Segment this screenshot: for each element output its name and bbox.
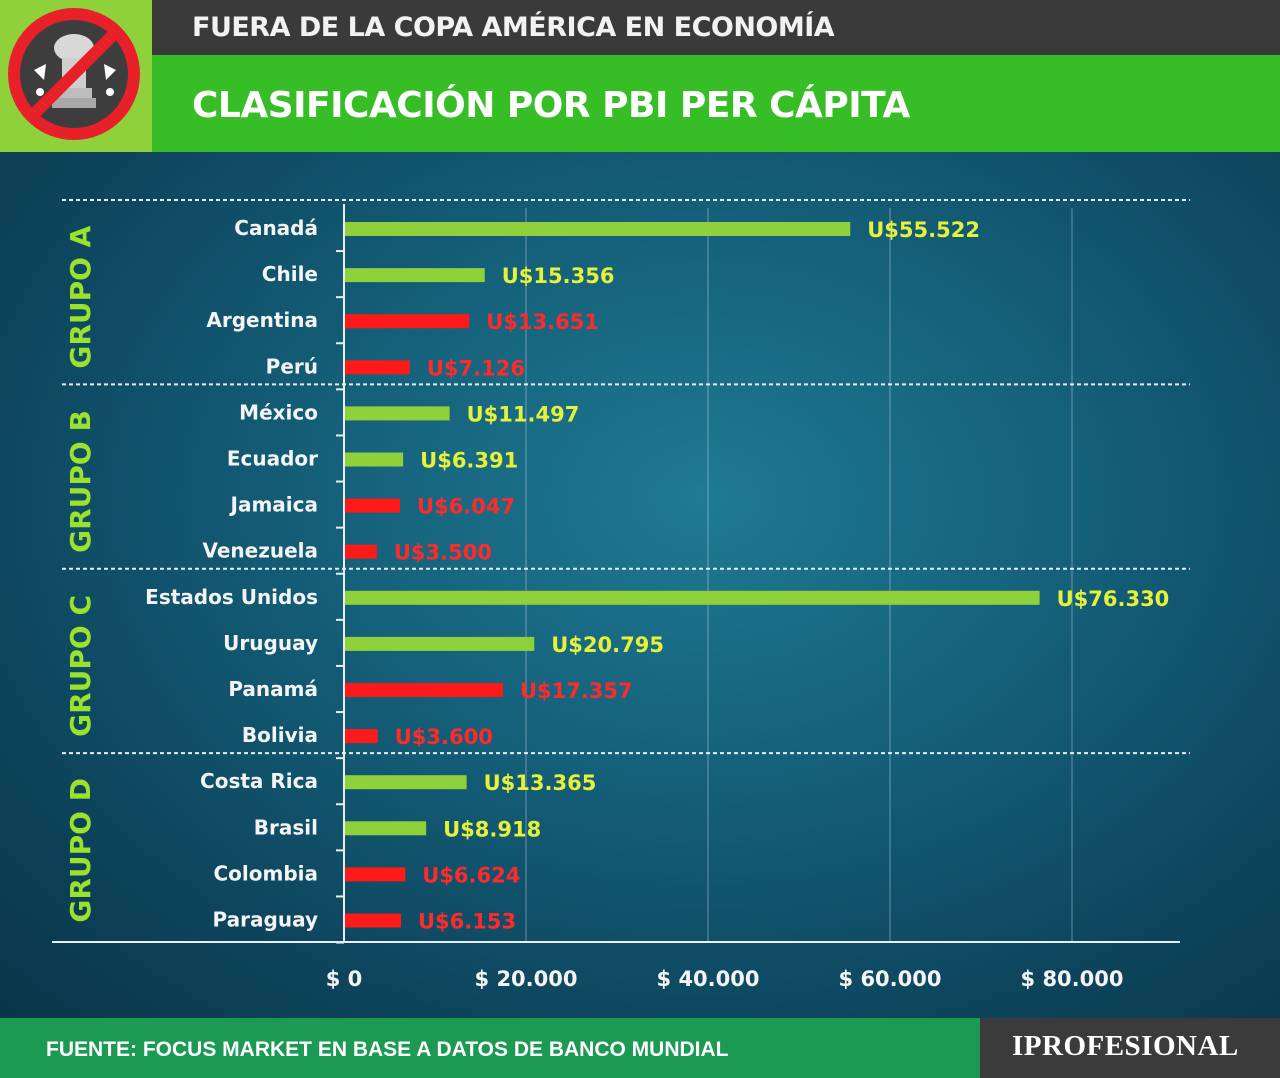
bar: [345, 729, 378, 744]
data-label: U$6.391: [420, 449, 518, 473]
data-label: U$15.356: [502, 264, 615, 288]
bar: [345, 683, 503, 697]
group-label-0: GRUPO A: [64, 225, 97, 368]
category-label: Uruguay: [223, 631, 318, 655]
bar: [345, 636, 535, 651]
data-label: U$20.795: [551, 633, 664, 657]
brand-box: IPROFESIONAL: [980, 1018, 1280, 1078]
bar: [345, 222, 851, 236]
data-label: U$3.500: [394, 541, 492, 565]
no-copa-america-icon: [8, 8, 140, 140]
bar: [345, 452, 404, 467]
category-label: Panamá: [228, 677, 318, 701]
bar: [345, 406, 450, 421]
category-label: México: [239, 400, 318, 424]
data-label: U$6.153: [418, 910, 516, 934]
bar: [345, 498, 401, 513]
x-tick-label: $ 40.000: [657, 967, 760, 991]
category-label: Chile: [262, 262, 318, 286]
category-label: Ecuador: [227, 447, 318, 471]
bar: [345, 314, 470, 329]
group-label-2: GRUPO C: [64, 595, 97, 737]
category-label: Venezuela: [202, 539, 318, 563]
category-label: Jamaica: [229, 493, 318, 517]
brand-logo: IPROFESIONAL: [1012, 1030, 1239, 1062]
data-label: U$3.600: [395, 725, 493, 749]
bar: [345, 544, 377, 559]
data-label: U$6.624: [422, 863, 520, 887]
source-note: FUENTE: FOCUS MARKET EN BASE A DATOS DE …: [46, 1038, 729, 1061]
header-kicker: FUERA DE LA COPA AMÉRICA EN ECONOMÍA: [192, 12, 835, 43]
footer: FUENTE: FOCUS MARKET EN BASE A DATOS DE …: [0, 1018, 1280, 1078]
x-tick-label: $ 0: [326, 967, 363, 991]
bar: [345, 867, 406, 882]
category-label: Argentina: [206, 308, 318, 332]
data-label: U$7.126: [427, 356, 525, 380]
data-label: U$17.357: [520, 679, 633, 703]
group-label-1: GRUPO B: [64, 410, 97, 553]
header-title-bar: CLASIFICACIÓN POR PBI PER CÁPITA: [152, 55, 1280, 152]
data-label: U$13.651: [486, 310, 599, 334]
x-tick-label: $ 80.000: [1021, 967, 1124, 991]
bar: [345, 775, 467, 790]
gdp-per-capita-bar-chart: GRUPO A Canadá U$55.522 Chile U$15.356 Argent…: [52, 198, 1190, 991]
data-label: U$6.047: [417, 495, 515, 519]
bar: [345, 360, 410, 375]
bar: [345, 821, 427, 836]
category-label: Paraguay: [213, 908, 318, 932]
logo-box: [0, 0, 152, 152]
chart-background: [0, 152, 1280, 1018]
category-label: Brasil: [254, 815, 318, 839]
data-label: U$13.365: [484, 771, 597, 795]
bar: [345, 590, 1040, 605]
category-label: Perú: [266, 354, 318, 378]
category-label: Costa Rica: [200, 769, 318, 793]
category-label: Colombia: [213, 861, 318, 885]
data-label: U$8.918: [443, 817, 541, 841]
category-label: Bolivia: [242, 723, 318, 747]
category-label: Canadá: [234, 216, 318, 240]
data-label: U$55.522: [867, 218, 980, 242]
bar: [345, 268, 485, 283]
x-tick-label: $ 20.000: [475, 967, 578, 991]
bar: [345, 913, 401, 928]
data-label: U$11.497: [467, 402, 580, 426]
category-label: Estados Unidos: [145, 585, 318, 609]
group-label-3: GRUPO D: [64, 778, 97, 923]
x-tick-label: $ 60.000: [839, 967, 942, 991]
header-kicker-bar: FUERA DE LA COPA AMÉRICA EN ECONOMÍA: [152, 0, 1280, 55]
page-title: CLASIFICACIÓN POR PBI PER CÁPITA: [192, 85, 910, 126]
data-label: U$76.330: [1057, 587, 1170, 611]
